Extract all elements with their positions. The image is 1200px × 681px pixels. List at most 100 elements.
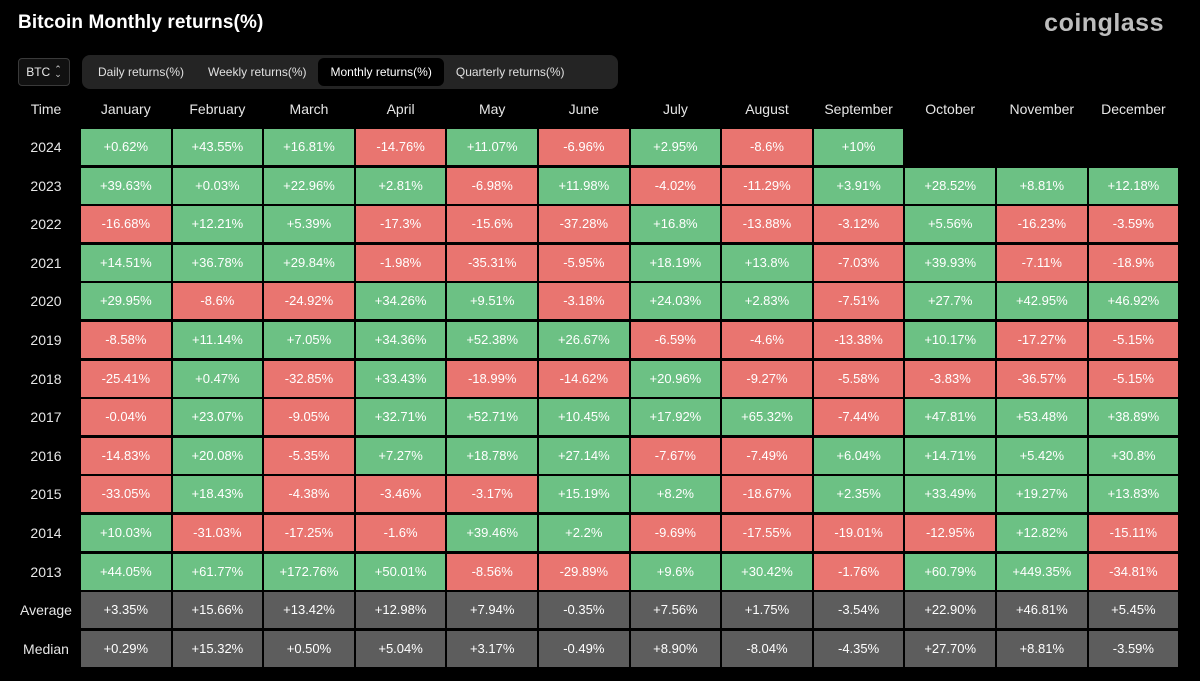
return-cell: +12.21% (172, 206, 263, 243)
return-cell: +16.8% (630, 206, 721, 243)
summary-cell: +27.70% (905, 630, 995, 667)
summary-cell: +3.35% (81, 592, 171, 629)
return-cell: +18.78% (447, 437, 537, 474)
summary-cell: +8.81% (997, 630, 1087, 667)
return-cell: -34.81% (1088, 553, 1179, 590)
return-cell: -4.38% (264, 476, 354, 513)
return-cell: +5.56% (905, 206, 995, 243)
tab-quarterly-returns[interactable]: Quarterly returns(%) (455, 65, 565, 79)
return-cell: +50.01% (355, 553, 446, 590)
return-cell: -7.67% (630, 437, 721, 474)
return-cell: -8.6% (722, 129, 812, 165)
tab-weekly-returns[interactable]: Weekly returns(%) (208, 65, 307, 79)
summary-cell: +12.98% (355, 592, 446, 629)
return-cell: -18.99% (447, 360, 537, 397)
return-cell: -8.58% (81, 322, 171, 358)
return-cell: +34.26% (355, 283, 446, 320)
return-cell: +449.35% (997, 553, 1087, 590)
summary-cell: +5.45% (1088, 592, 1179, 629)
return-cell: +24.03% (630, 283, 721, 320)
return-cell: -12.95% (905, 515, 995, 551)
return-cell: +0.47% (172, 360, 263, 397)
return-cell: -16.23% (997, 206, 1087, 243)
row-label-year: 2017 (30, 409, 62, 426)
summary-cell: +46.81% (997, 592, 1087, 629)
row-label-year: 2024 (30, 139, 62, 155)
return-cell: +9.6% (630, 553, 721, 590)
return-cell: +38.89% (1088, 399, 1179, 436)
row-label-summary: Average (20, 602, 72, 619)
return-cell: -14.83% (81, 437, 171, 474)
return-cell: -33.05% (81, 476, 171, 513)
return-cell: +28.52% (905, 167, 995, 204)
return-cell: +14.51% (81, 244, 171, 281)
summary-cell: -3.59% (1088, 630, 1179, 667)
summary-cell: +7.94% (447, 592, 537, 629)
summary-cell: +7.56% (630, 592, 721, 629)
return-cell: +22.96% (264, 167, 354, 204)
return-cell: +6.04% (813, 437, 904, 474)
return-cell: -17.3% (355, 206, 446, 243)
return-cell: -9.69% (630, 515, 721, 551)
summary-cell: -8.04% (722, 630, 812, 667)
return-cell: +8.81% (997, 167, 1087, 204)
row-label-year: 2023 (30, 177, 62, 194)
return-cell: +2.95% (630, 129, 721, 165)
return-cell: -3.46% (355, 476, 446, 513)
return-cell: -18.67% (722, 476, 812, 513)
tab-daily-returns[interactable]: Daily returns(%) (98, 65, 185, 79)
return-cell: +29.84% (264, 244, 354, 281)
column-header-month: September (824, 101, 893, 117)
return-cell: -5.58% (813, 360, 904, 397)
summary-cell: +0.50% (264, 630, 354, 667)
summary-cell: +1.75% (722, 592, 812, 629)
return-cell: -7.51% (813, 283, 904, 320)
column-header-time: Time (30, 101, 62, 117)
return-cell: -7.11% (997, 244, 1087, 281)
return-cell: -7.03% (813, 244, 904, 281)
summary-cell: -3.54% (813, 592, 904, 629)
column-header-month: March (289, 101, 329, 117)
return-cell: +34.36% (355, 322, 446, 358)
column-header-month: May (478, 101, 506, 117)
row-label-year: 2019 (30, 332, 62, 348)
return-cell: +3.91% (813, 167, 904, 204)
return-cell: +8.2% (630, 476, 721, 513)
return-cell: -6.96% (539, 129, 629, 165)
return-cell: +39.63% (81, 167, 171, 204)
summary-cell: +3.17% (447, 630, 537, 667)
row-label-year: 2020 (30, 293, 62, 310)
return-cell: -4.02% (630, 167, 721, 204)
row-label-year: 2016 (30, 447, 62, 464)
row-label-year: 2014 (30, 525, 62, 541)
return-cell: -32.85% (264, 360, 354, 397)
coin-select[interactable]: BTC ⌃ ⌄ (18, 58, 70, 86)
return-cell: +65.32% (722, 399, 812, 436)
return-cell: +5.42% (997, 437, 1087, 474)
row-label-year: 2022 (30, 216, 62, 233)
column-header-month: July (662, 101, 688, 117)
column-header-month: June (568, 101, 599, 117)
return-cell: +30.8% (1088, 437, 1179, 474)
column-header-month: January (100, 101, 151, 117)
return-cell: +0.62% (81, 129, 171, 165)
summary-cell: +5.04% (355, 630, 446, 667)
summary-cell: +13.42% (264, 592, 354, 629)
tab-monthly-returns[interactable]: Monthly returns(%) (318, 58, 444, 86)
return-cell: -3.18% (539, 283, 629, 320)
summary-cell: +15.66% (172, 592, 263, 629)
return-cell: +2.35% (813, 476, 904, 513)
return-cell: -15.6% (447, 206, 537, 243)
return-cell: +7.27% (355, 437, 446, 474)
return-cell: +10.03% (81, 515, 171, 551)
return-cell: -14.76% (355, 129, 446, 165)
return-cell: +53.48% (997, 399, 1087, 436)
return-cell: -5.95% (539, 244, 629, 281)
page-title: Bitcoin Monthly returns(%) (18, 12, 264, 33)
brand-logo[interactable]: coinglass (1044, 9, 1164, 37)
return-cell: -5.15% (1088, 360, 1179, 397)
return-cell: +12.82% (997, 515, 1087, 551)
return-cell: -37.28% (539, 206, 629, 243)
summary-cell: +15.32% (172, 630, 263, 667)
return-cell: +14.71% (905, 437, 995, 474)
